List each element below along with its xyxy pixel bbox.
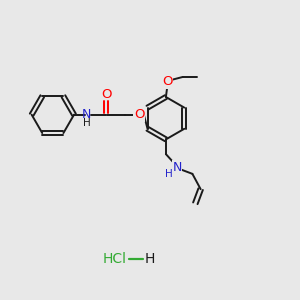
Text: N: N bbox=[82, 108, 91, 121]
Text: O: O bbox=[134, 108, 145, 121]
Text: H: H bbox=[82, 118, 90, 128]
Text: N: N bbox=[172, 161, 182, 174]
Text: H: H bbox=[165, 169, 173, 179]
Text: H: H bbox=[144, 252, 154, 266]
Text: HCl: HCl bbox=[103, 252, 127, 266]
Text: O: O bbox=[162, 75, 172, 88]
Text: O: O bbox=[101, 88, 112, 101]
